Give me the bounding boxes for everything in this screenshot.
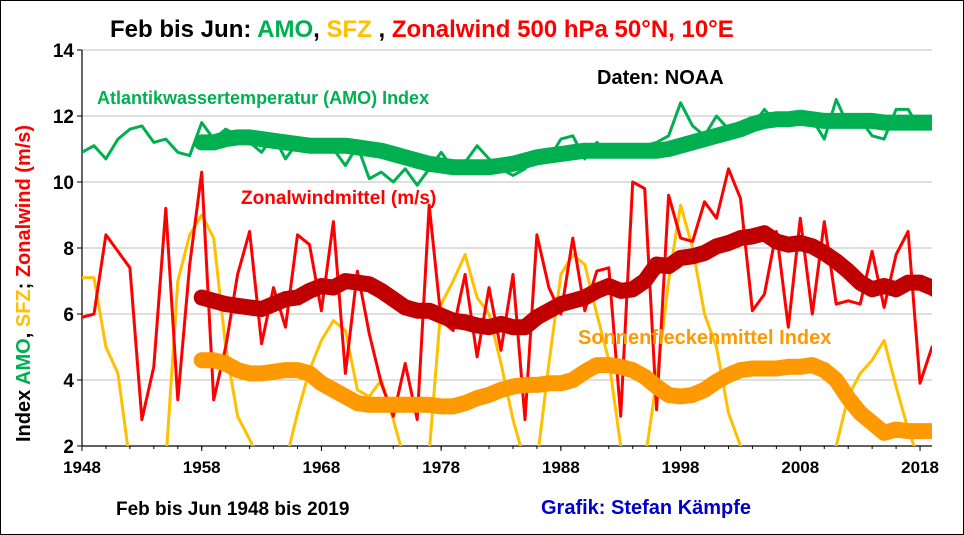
annotation-source: Daten: NOAA	[597, 67, 724, 89]
xtick-label-1988: 1988	[542, 458, 580, 477]
plot-area	[82, 98, 932, 446]
annotation-credit: Grafik: Stefan Kämpfe	[541, 497, 751, 519]
annotation-sfz: Sonnenfleckenmittel Index	[578, 327, 831, 349]
ylabel-sep1: ,	[13, 327, 35, 338]
ylabel-amo: AMO	[13, 338, 35, 385]
ytick-label-14: 14	[53, 41, 75, 62]
series-amo-smooth-line	[193, 109, 932, 176]
xtick-label-1978: 1978	[422, 458, 460, 477]
ylabel-sep2: ;	[13, 277, 35, 289]
ytick-label-12: 12	[53, 107, 74, 128]
xtick-label-1958: 1958	[183, 458, 221, 477]
ytick-label-8: 8	[63, 239, 74, 260]
title-sep2: ,	[372, 16, 392, 43]
title-zonal: Zonalwind 500 hPa 50°N, 10°E	[392, 16, 734, 43]
xtick-label-1948: 1948	[63, 458, 101, 477]
series-sfz-smooth-line	[193, 352, 932, 441]
ylabel-prefix: Index	[13, 385, 35, 442]
title-prefix: Feb bis Jun:	[110, 16, 257, 43]
title-sfz: SFZ	[326, 16, 371, 43]
xtick-label-2018: 2018	[901, 458, 939, 477]
title-sep1: ,	[313, 16, 326, 43]
annotation-zonal: Zonalwindmittel (m/s)	[241, 188, 436, 209]
title-amo: AMO	[257, 16, 313, 43]
axes	[77, 49, 932, 451]
chart-title: Feb bis Jun: AMO, SFZ , Zonalwind 500 hP…	[110, 16, 734, 43]
tick-labels: 2 4 6 8 10 12 14 1948 1958 1968 1978 1988 1998 2008 20…	[53, 41, 939, 477]
ytick-label-4: 4	[63, 371, 74, 392]
xtick-label-2008: 2008	[781, 458, 819, 477]
ylabel-zonal: Zonalwind (m/s)	[13, 125, 35, 277]
annotation-period: Feb bis Jun 1948 bis 2019	[116, 499, 349, 520]
ytick-label-6: 6	[63, 305, 74, 326]
ylabel-sfz: SFZ	[13, 289, 35, 327]
ytick-label-10: 10	[53, 173, 74, 194]
ytick-label-2: 2	[63, 437, 74, 458]
series-zonal-smooth-line	[193, 225, 932, 336]
xtick-label-1998: 1998	[662, 458, 700, 477]
xtick-label-1968: 1968	[303, 458, 341, 477]
annotation-amo: Atlantikwassertemperatur (AMO) Index	[97, 88, 429, 108]
y-axis-label: Index AMO, SFZ; Zonalwind (m/s)	[13, 125, 35, 442]
